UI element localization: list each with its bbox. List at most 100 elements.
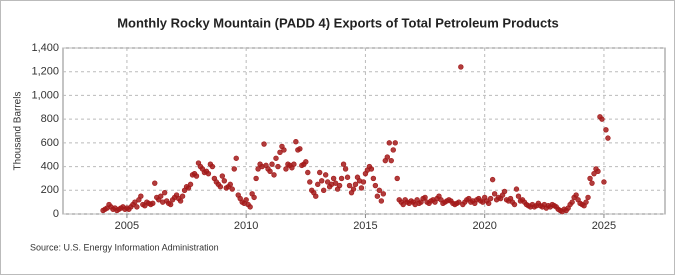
- point: [388, 157, 394, 164]
- point: [587, 175, 593, 182]
- point: [297, 146, 303, 152]
- y-tick-label: 600: [41, 137, 59, 149]
- y-tick-label: 1,200: [31, 66, 59, 78]
- point: [261, 141, 267, 147]
- x-tick-label: 2020: [472, 220, 496, 232]
- point: [161, 189, 168, 196]
- point: [346, 182, 353, 189]
- point: [179, 193, 186, 199]
- point: [392, 140, 398, 146]
- point: [269, 161, 275, 167]
- point: [573, 192, 579, 198]
- point: [229, 186, 235, 192]
- point: [599, 116, 605, 122]
- point: [485, 200, 492, 207]
- point: [167, 201, 174, 208]
- point: [251, 194, 257, 201]
- point: [315, 181, 321, 188]
- point: [273, 155, 279, 161]
- point: [205, 170, 212, 177]
- point: [267, 168, 273, 175]
- y-tick-label: 800: [41, 113, 59, 125]
- point: [603, 127, 609, 133]
- point: [458, 64, 464, 70]
- point: [193, 173, 200, 179]
- y-tick-label: 0: [53, 208, 59, 220]
- y-tick-label: 1,400: [31, 42, 59, 54]
- point: [376, 187, 383, 193]
- y-tick-label: 200: [41, 184, 59, 196]
- chart-title: Monthly Rocky Mountain (PADD 4) Exports …: [117, 15, 559, 30]
- y-tick-label: 400: [41, 160, 59, 172]
- y-axis-label: Thousand Barrels: [13, 92, 24, 171]
- x-tick-label: 2005: [115, 220, 139, 232]
- point: [595, 168, 601, 175]
- point: [320, 187, 327, 193]
- point: [384, 154, 391, 160]
- x-tick-label: 2025: [592, 220, 616, 232]
- point: [591, 170, 597, 177]
- point: [158, 193, 164, 199]
- point: [456, 199, 462, 205]
- point: [303, 159, 309, 165]
- point: [360, 179, 367, 185]
- point: [489, 176, 496, 183]
- point: [221, 178, 228, 184]
- point: [291, 161, 297, 167]
- point: [350, 186, 357, 192]
- y-tick-label: 1,000: [31, 89, 59, 101]
- point: [307, 179, 313, 185]
- point: [152, 180, 158, 186]
- point: [340, 161, 347, 167]
- point: [390, 147, 396, 153]
- point: [513, 186, 520, 192]
- point: [281, 147, 287, 153]
- point: [255, 166, 261, 172]
- point: [487, 195, 494, 202]
- point: [313, 193, 319, 199]
- point: [283, 166, 289, 172]
- point: [386, 140, 392, 146]
- point: [601, 179, 607, 185]
- point: [271, 172, 277, 178]
- point: [231, 166, 237, 172]
- point: [317, 169, 323, 176]
- point: [605, 135, 611, 141]
- point: [332, 180, 339, 186]
- point: [501, 188, 508, 195]
- point: [342, 166, 349, 172]
- point: [150, 200, 156, 207]
- point: [277, 149, 283, 156]
- point: [253, 175, 259, 182]
- x-tick-label: 2015: [353, 220, 377, 232]
- point: [344, 174, 351, 180]
- point: [233, 155, 239, 161]
- point: [394, 175, 400, 182]
- point: [368, 166, 375, 172]
- point: [275, 163, 281, 170]
- point: [370, 175, 377, 182]
- point: [378, 198, 385, 204]
- point: [422, 194, 428, 201]
- point: [585, 194, 591, 201]
- point: [177, 198, 184, 204]
- point: [243, 197, 249, 203]
- point: [589, 180, 595, 186]
- point: [338, 175, 345, 182]
- point: [330, 175, 337, 182]
- point: [569, 199, 575, 205]
- point: [227, 181, 233, 188]
- point: [247, 204, 253, 210]
- x-tick-label: 2010: [234, 220, 258, 232]
- source: Source: U.S. Energy Information Administ…: [30, 242, 219, 252]
- point: [209, 163, 216, 170]
- point: [511, 201, 518, 208]
- point: [132, 199, 138, 205]
- point: [134, 204, 140, 210]
- point: [583, 199, 589, 205]
- point: [491, 191, 498, 197]
- point: [293, 138, 299, 145]
- point: [319, 178, 325, 184]
- point: [352, 181, 359, 188]
